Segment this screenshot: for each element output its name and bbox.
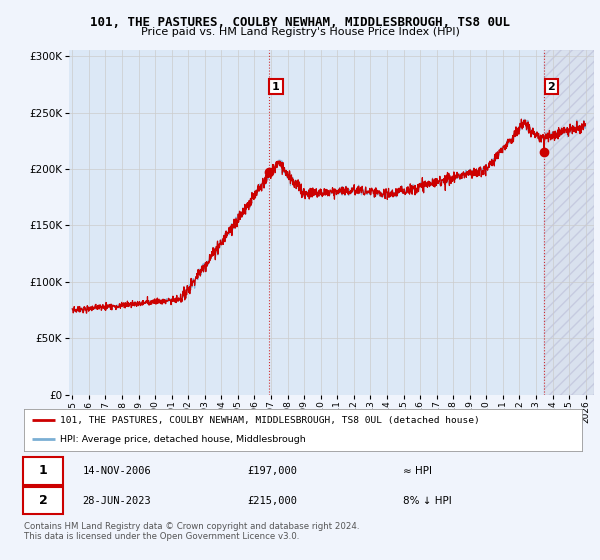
Text: Contains HM Land Registry data © Crown copyright and database right 2024.
This d: Contains HM Land Registry data © Crown c… — [24, 522, 359, 542]
Text: 2: 2 — [547, 82, 555, 91]
Text: ≈ HPI: ≈ HPI — [403, 466, 433, 476]
Text: £197,000: £197,000 — [247, 466, 297, 476]
Text: 14-NOV-2006: 14-NOV-2006 — [83, 466, 151, 476]
Bar — [544, 50, 594, 395]
FancyBboxPatch shape — [23, 487, 63, 514]
Text: 1: 1 — [272, 82, 280, 91]
Text: Price paid vs. HM Land Registry's House Price Index (HPI): Price paid vs. HM Land Registry's House … — [140, 27, 460, 37]
Bar — [544, 50, 594, 395]
Text: 1: 1 — [38, 464, 47, 478]
Text: HPI: Average price, detached house, Middlesbrough: HPI: Average price, detached house, Midd… — [60, 435, 306, 445]
Text: 101, THE PASTURES, COULBY NEWHAM, MIDDLESBROUGH, TS8 0UL: 101, THE PASTURES, COULBY NEWHAM, MIDDLE… — [90, 16, 510, 29]
Text: 28-JUN-2023: 28-JUN-2023 — [83, 496, 151, 506]
FancyBboxPatch shape — [23, 458, 63, 484]
Text: 2: 2 — [38, 494, 47, 507]
Text: 101, THE PASTURES, COULBY NEWHAM, MIDDLESBROUGH, TS8 0UL (detached house): 101, THE PASTURES, COULBY NEWHAM, MIDDLE… — [60, 416, 480, 425]
Bar — [69, 50, 269, 395]
Text: 8% ↓ HPI: 8% ↓ HPI — [403, 496, 452, 506]
Text: £215,000: £215,000 — [247, 496, 297, 506]
